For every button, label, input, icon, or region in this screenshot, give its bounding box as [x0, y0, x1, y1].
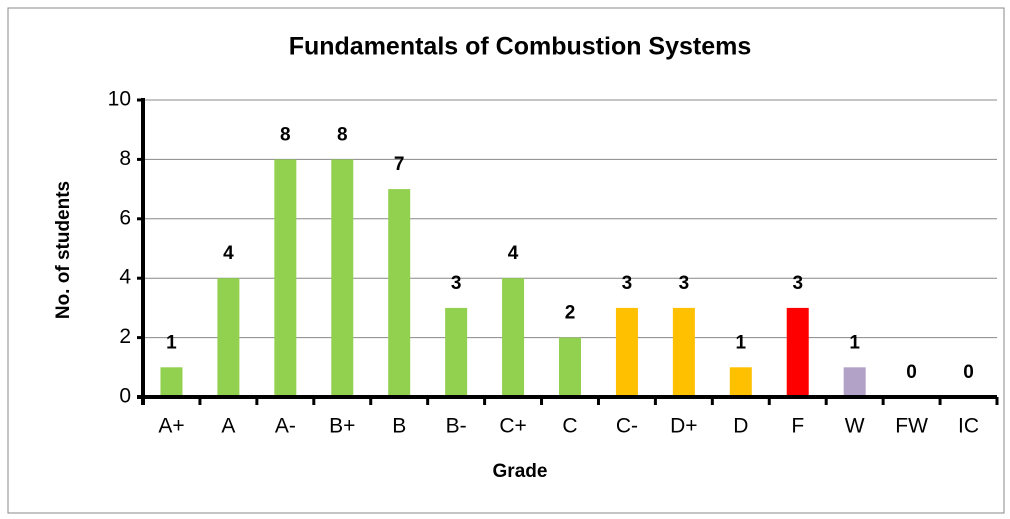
y-tick-label: 4	[119, 266, 131, 289]
y-axis-label: No. of students	[53, 181, 74, 319]
bar	[786, 307, 809, 397]
x-tick-label: F	[791, 415, 804, 438]
data-label: 3	[679, 273, 690, 294]
x-tick-label: C-	[616, 415, 638, 438]
x-tick-label: D+	[670, 415, 697, 438]
bar	[274, 159, 297, 397]
bar	[331, 159, 354, 397]
bar	[160, 367, 183, 397]
data-label: 1	[736, 332, 747, 353]
bar	[445, 307, 468, 397]
x-tick-label: A-	[275, 415, 296, 438]
x-tick-label: A+	[158, 415, 184, 438]
bar	[729, 367, 752, 397]
bar	[559, 337, 581, 397]
bar	[672, 307, 695, 397]
x-tick-label: W	[845, 415, 865, 438]
data-label: 0	[963, 362, 974, 383]
data-label: 8	[280, 124, 291, 145]
x-tick-label: B	[392, 415, 406, 438]
x-tick-label: B+	[329, 415, 355, 438]
data-label: 1	[166, 332, 177, 353]
x-tick-label: C+	[499, 415, 526, 438]
data-label: 3	[451, 273, 462, 294]
y-tick-label: 6	[119, 206, 131, 229]
data-label: 0	[906, 362, 917, 383]
data-label: 4	[223, 243, 234, 264]
chart-title: Fundamentals of Combustion Systems	[289, 33, 752, 61]
data-label: 3	[622, 273, 633, 294]
x-tick-label: B-	[446, 415, 467, 438]
bar	[615, 307, 638, 397]
y-tick-label: 8	[119, 147, 131, 170]
data-label: 4	[508, 243, 519, 264]
chart-border	[7, 7, 1005, 514]
bar	[502, 278, 525, 397]
y-tick-label: 2	[119, 325, 131, 348]
bar	[217, 278, 240, 397]
x-tick-label: IC	[958, 415, 979, 438]
data-label: 8	[337, 124, 348, 145]
x-tick-label: FW	[895, 415, 928, 438]
y-tick-label: 0	[119, 385, 131, 408]
x-tick-label: A	[221, 415, 235, 438]
data-label: 2	[565, 303, 576, 324]
bar	[388, 189, 411, 397]
data-label: 3	[792, 273, 803, 294]
x-tick-label: D	[733, 415, 748, 438]
data-label: 7	[394, 154, 405, 175]
x-tick-label: C	[562, 415, 577, 438]
y-tick-label: 10	[108, 88, 131, 111]
data-label: 1	[849, 332, 860, 353]
bar	[843, 367, 866, 397]
x-axis-label: Grade	[493, 461, 548, 482]
